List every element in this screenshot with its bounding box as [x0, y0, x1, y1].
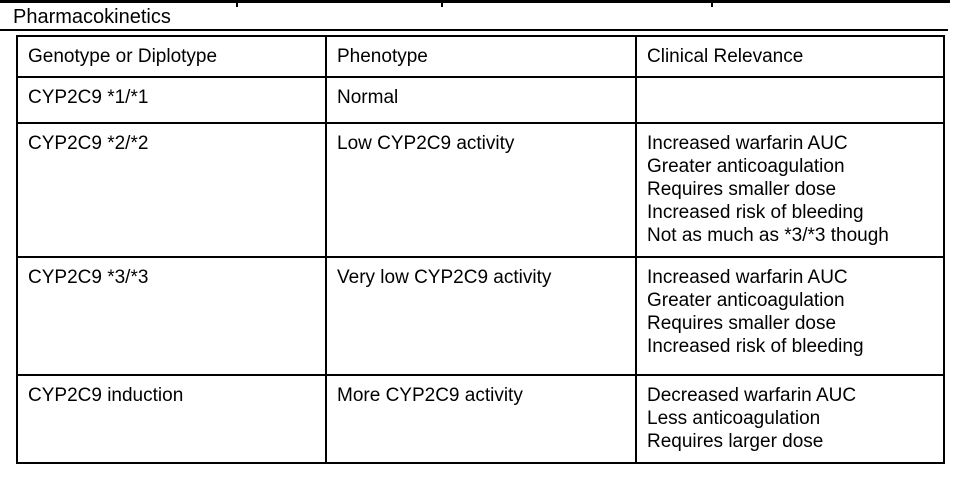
- genotype-cell: CYP2C9 induction: [16, 374, 327, 464]
- title-underline: [0, 29, 948, 31]
- clinical-line: Requires larger dose: [647, 431, 824, 452]
- cropped-table-bottom-border: [0, 0, 950, 3]
- genotype-cell: CYP2C9 *2/*2: [16, 122, 327, 258]
- table-row: CYP2C9 *3/*3 Very low CYP2C9 activity In…: [16, 256, 945, 376]
- clinical-line: Not as much as *3/*3 though: [647, 225, 889, 246]
- clinical-line: Decreased warfarin AUC: [647, 385, 857, 406]
- header-clinical-relevance: Clinical Relevance: [635, 35, 945, 78]
- table-row: CYP2C9 induction More CYP2C9 activity De…: [16, 374, 945, 464]
- clinical-relevance-cell: Increased warfarin AUC Greater anticoagul…: [635, 122, 945, 258]
- header-genotype: Genotype or Diplotype: [16, 35, 327, 78]
- genotype-cell: CYP2C9 *3/*3: [16, 256, 327, 376]
- clinical-line: Increased warfarin AUC: [647, 133, 848, 154]
- clinical-line: Less anticoagulation: [647, 408, 821, 429]
- table-header-row: Genotype or Diplotype Phenotype Clinical…: [16, 35, 945, 78]
- phenotype-cell: Low CYP2C9 activity: [325, 122, 637, 258]
- section-title: Pharmacokinetics: [13, 6, 171, 28]
- clinical-line: Requires smaller dose: [647, 179, 837, 200]
- pharmacokinetics-table: Genotype or Diplotype Phenotype Clinical…: [16, 35, 945, 464]
- clinical-relevance-cell: Increased warfarin AUC Greater anticoagul…: [635, 256, 945, 376]
- phenotype-cell: Normal: [325, 76, 637, 124]
- header-phenotype: Phenotype: [325, 35, 637, 78]
- genotype-cell: CYP2C9 *1/*1: [16, 76, 327, 124]
- clinical-line: Greater anticoagulation: [647, 290, 845, 311]
- clinical-line: Greater anticoagulation: [647, 156, 845, 177]
- clinical-relevance-cell: Decreased warfarin AUC Less anticoagulati…: [635, 374, 945, 464]
- top-table-remnant-tick: [711, 0, 713, 7]
- clinical-line: Requires smaller dose: [647, 313, 837, 334]
- table-row: CYP2C9 *1/*1 Normal: [16, 76, 945, 124]
- clinical-line: Increased warfarin AUC: [647, 267, 848, 288]
- top-table-remnant-tick: [441, 0, 443, 7]
- clinical-relevance-cell: [635, 76, 945, 124]
- phenotype-cell: More CYP2C9 activity: [325, 374, 637, 464]
- clinical-line: Increased risk of bleeding: [647, 336, 864, 357]
- phenotype-cell: Very low CYP2C9 activity: [325, 256, 637, 376]
- top-table-remnant-tick: [236, 0, 238, 7]
- table-row: CYP2C9 *2/*2 Low CYP2C9 activity Increas…: [16, 122, 945, 258]
- clinical-line: Increased risk of bleeding: [647, 202, 864, 223]
